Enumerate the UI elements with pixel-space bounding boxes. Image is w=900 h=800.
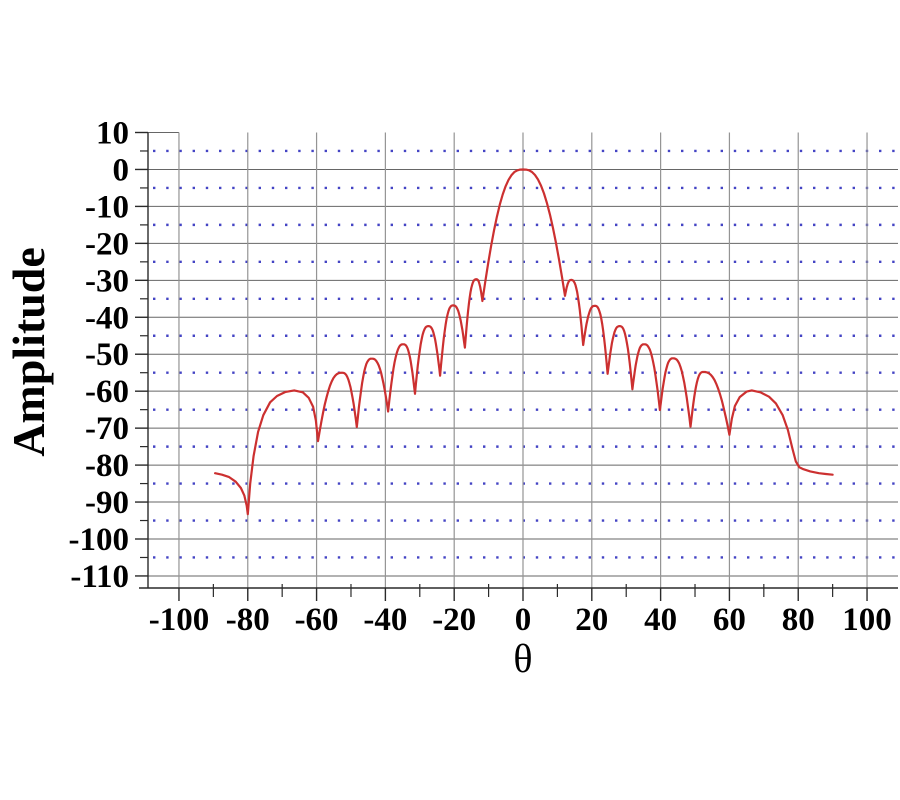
y-tick-label: 10 (96, 116, 129, 152)
y-axis-title: Amplitude (3, 247, 54, 457)
dotted-gridlines (153, 149, 896, 559)
x-tick-label: 20 (575, 602, 608, 638)
y-tick-labels: 100-10-20-30-40-50-60-70-80-90-100-110 (69, 116, 130, 595)
x-tick-label: -20 (432, 602, 476, 638)
axes (139, 132, 898, 589)
x-tick-label: -80 (226, 602, 270, 638)
y-tick-label: -10 (85, 189, 129, 225)
y-tick-label: 0 (113, 152, 130, 188)
x-tick-label: -40 (363, 602, 407, 638)
y-tick-label: -40 (85, 300, 129, 336)
x-tick-label: 100 (842, 602, 892, 638)
amplitude-curve (214, 168, 834, 516)
x-tick-label: 60 (713, 602, 746, 638)
y-tick-label: -20 (85, 226, 129, 262)
y-tick-label: -100 (69, 522, 130, 558)
y-tick-label: -110 (70, 559, 129, 595)
y-tick-label: -70 (85, 411, 129, 447)
x-axis-title: θ (513, 636, 532, 681)
y-tick-label: -90 (85, 485, 129, 521)
y-tick-label: -50 (85, 337, 129, 373)
pattern-curve-path (214, 168, 834, 516)
x-tick-label: -60 (295, 602, 339, 638)
y-tick-label: -80 (85, 448, 129, 484)
x-tick-label: 40 (644, 602, 677, 638)
y-tick-label: -30 (85, 263, 129, 299)
y-tick-label: -60 (85, 374, 129, 410)
x-tick-label: 80 (782, 602, 815, 638)
x-tick-label: -100 (149, 602, 210, 638)
solid-gridlines (148, 132, 898, 588)
x-tick-labels: -100 -80 -60 -40 -20 0 20 40 60 80 100 (149, 602, 892, 638)
x-tick-label: 0 (515, 602, 532, 638)
tick-marks (135, 131, 868, 601)
